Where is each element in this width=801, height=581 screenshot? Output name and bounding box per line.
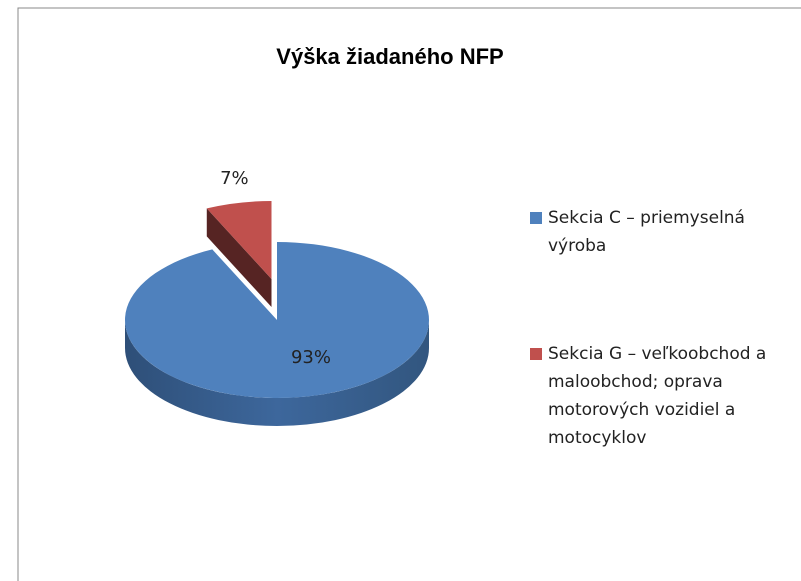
legend-swatch [530,212,542,224]
pie: 93% 7% [125,168,430,426]
legend-label: Sekcia G – veľkoobchod a maloobchod; opr… [548,344,767,448]
legend-label: Sekcia C – priemyselná výroba [548,208,745,256]
chart-frame [17,7,801,581]
slice [125,242,430,398]
data-label: 7% [220,168,249,189]
legend-item: Sekcia C – priemyselná výroba [530,204,785,260]
chart-title: Výška žiadaného NFP [276,44,503,69]
slice [206,201,272,280]
legend-swatch [530,348,542,360]
legend-item: Sekcia G – veľkoobchod a maloobchod; opr… [530,340,785,452]
slice-side [125,320,429,426]
data-label: 93% [291,347,331,368]
slice-side [206,208,272,308]
